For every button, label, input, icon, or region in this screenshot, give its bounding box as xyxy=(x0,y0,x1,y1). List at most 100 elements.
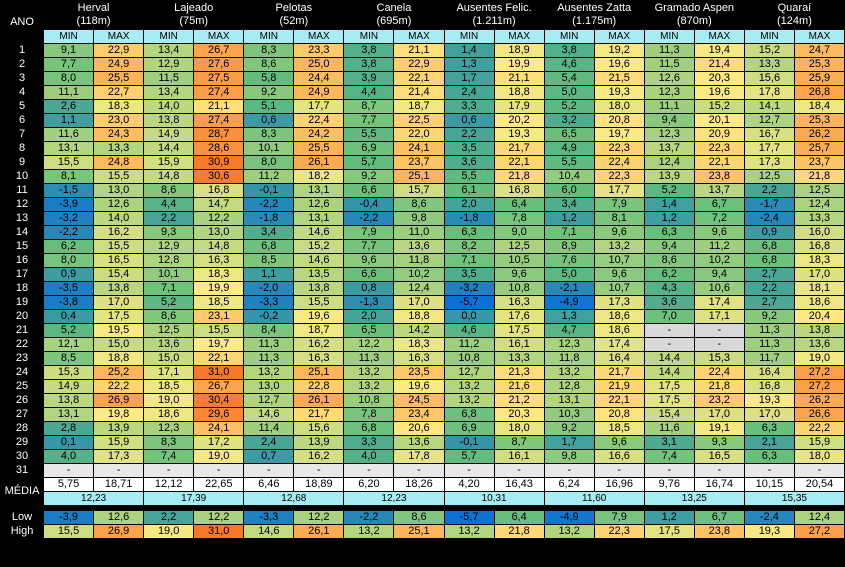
value-cell: 1,2 xyxy=(644,212,694,225)
value-cell: 2,2 xyxy=(144,212,194,225)
value-cell: 24,5 xyxy=(394,394,444,407)
value-cell: 17,0 xyxy=(744,408,794,421)
value-cell: 18,8 xyxy=(394,310,444,323)
value-cell: 9,0 xyxy=(494,226,544,239)
media-cell: 9,76 xyxy=(644,478,694,491)
value-cell: 18,0 xyxy=(794,450,844,463)
value-cell: 17,7 xyxy=(594,184,644,197)
value-cell: 26,8 xyxy=(794,86,844,99)
value-cell: 17,3 xyxy=(744,156,794,169)
value-cell: 7,9 xyxy=(594,198,644,211)
value-cell: 11,6 xyxy=(44,128,94,141)
min-header: MIN xyxy=(44,30,94,43)
value-cell: 20,1 xyxy=(694,114,744,127)
value-cell: 2,0 xyxy=(444,198,494,211)
value-cell: 6,9 xyxy=(344,142,394,155)
value-cell: 6,3 xyxy=(444,226,494,239)
media-cell: 4,20 xyxy=(444,478,494,491)
media-avg-cell: 10,31 xyxy=(444,492,544,505)
value-cell: 8,9 xyxy=(544,240,594,253)
value-cell: 15,4 xyxy=(94,268,144,281)
value-cell: 27,4 xyxy=(194,114,244,127)
value-cell: 3,1 xyxy=(644,436,694,449)
value-cell: 19,0 xyxy=(194,450,244,463)
value-cell: 23,1 xyxy=(194,310,244,323)
value-cell: 12,5 xyxy=(744,170,794,183)
min-header: MIN xyxy=(444,30,494,43)
value-cell: 21,8 xyxy=(794,170,844,183)
value-cell: 7,9 xyxy=(594,511,644,524)
value-cell: 16,8 xyxy=(494,184,544,197)
value-cell: 16,3 xyxy=(194,254,244,267)
media-cell: 18,89 xyxy=(294,478,344,491)
value-cell: 24,9 xyxy=(94,58,144,71)
value-cell: 17,8 xyxy=(394,450,444,463)
row-label: 25 xyxy=(1,380,43,393)
value-cell: 18,7 xyxy=(294,324,344,337)
value-cell: 13,2 xyxy=(444,394,494,407)
table-row: 9 15,5 24,8 15,9 30,9 8,0 26,1 5,7 23,7 3,6 22,1 5,… xyxy=(1,156,844,169)
value-cell: 25,3 xyxy=(794,58,844,71)
value-cell: 18,6 xyxy=(594,310,644,323)
value-cell: 9,4 xyxy=(694,268,744,281)
value-cell: 10,7 xyxy=(594,282,644,295)
low-row: Low -3,9 12,6 2,2 12,2 -3,3 12,2 -2,2 8,6 -5,7 6,4… xyxy=(1,511,844,524)
value-cell: 26,1 xyxy=(294,156,344,169)
media-avg-cell: 12,23 xyxy=(44,492,144,505)
value-cell: -0,1 xyxy=(444,436,494,449)
value-cell: 13,5 xyxy=(294,268,344,281)
row-label: 30 xyxy=(1,450,43,463)
value-cell: 0,4 xyxy=(44,310,94,323)
value-cell: 20,6 xyxy=(394,422,444,435)
value-cell: 26,9 xyxy=(94,525,144,538)
value-cell: 17,0 xyxy=(794,268,844,281)
value-cell: 5,2 xyxy=(644,184,694,197)
value-cell: 9,3 xyxy=(144,226,194,239)
row-label: 9 xyxy=(1,156,43,169)
value-cell: 6,8 xyxy=(244,240,294,253)
value-cell: 23,5 xyxy=(394,366,444,379)
min-header: MIN xyxy=(144,30,194,43)
station-header: Gramado Aspen (870m) xyxy=(644,1,744,29)
value-cell: 2,4 xyxy=(444,86,494,99)
value-cell: 8,4 xyxy=(244,324,294,337)
value-cell: 24,2 xyxy=(294,128,344,141)
value-cell: 11,1 xyxy=(44,86,94,99)
table-row: 24 15,3 25,2 17,1 31,0 13,2 25,1 13,2 23,5 12,7 21… xyxy=(1,366,844,379)
value-cell: 16,3 xyxy=(394,352,444,365)
row-label: 8 xyxy=(1,142,43,155)
table-row: 19 -3,8 17,0 5,2 18,5 -3,3 15,5 -1,3 17,0 -5,7 16,… xyxy=(1,296,844,309)
media-avg-cell: 12,23 xyxy=(344,492,444,505)
max-header: MAX xyxy=(794,30,844,43)
table-row: 4 11,1 22,7 13,4 27,4 9,2 24,9 4,4 21,4 2,4 18,8 5,… xyxy=(1,86,844,99)
value-cell: 15,9 xyxy=(144,156,194,169)
value-cell: 6,9 xyxy=(444,422,494,435)
value-cell: 22,2 xyxy=(794,422,844,435)
value-cell: 18,9 xyxy=(494,44,544,57)
value-cell: 18,3 xyxy=(194,268,244,281)
value-cell: 10,1 xyxy=(144,268,194,281)
row-label: 14 xyxy=(1,226,43,239)
value-cell: 13,3 xyxy=(744,58,794,71)
value-cell: 13,2 xyxy=(344,366,394,379)
table-row: 25 14,9 22,2 18,5 26,7 13,0 22,8 13,2 19,6 13,2 21… xyxy=(1,380,844,393)
value-cell: 18,8 xyxy=(494,86,544,99)
value-cell: 8,0 xyxy=(44,72,94,85)
min-header: MIN xyxy=(644,30,694,43)
value-cell: 14,6 xyxy=(294,254,344,267)
value-cell: 26,1 xyxy=(294,525,344,538)
row-label: 1 xyxy=(1,44,43,57)
value-cell: 1,4 xyxy=(444,44,494,57)
value-cell: - xyxy=(344,464,394,477)
value-cell: 13,0 xyxy=(194,226,244,239)
value-cell: 13,8 xyxy=(44,394,94,407)
value-cell: 13,7 xyxy=(644,142,694,155)
value-cell: 5,7 xyxy=(344,156,394,169)
table-row: 29 0,1 15,9 8,3 17,2 2,4 13,9 3,3 13,6 -0,1 8,7 1,7… xyxy=(1,436,844,449)
value-cell: 11,3 xyxy=(244,338,294,351)
value-cell: 15,5 xyxy=(194,324,244,337)
value-cell: 14,0 xyxy=(144,100,194,113)
value-cell: 1,2 xyxy=(644,511,694,524)
value-cell: 21,7 xyxy=(294,408,344,421)
table-row: 17 0,9 15,4 10,1 18,3 1,1 13,5 6,6 10,2 3,5 9,6 5,0… xyxy=(1,268,844,281)
